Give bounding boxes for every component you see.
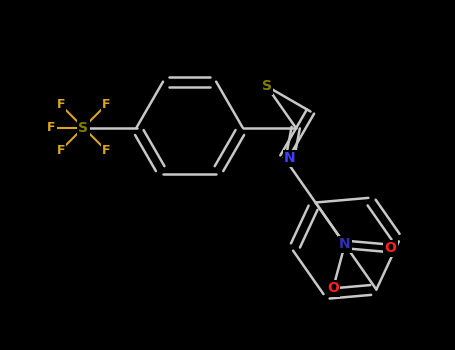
- Text: N: N: [339, 237, 351, 251]
- Text: F: F: [56, 98, 65, 111]
- Text: F: F: [102, 144, 111, 157]
- Text: O: O: [384, 241, 396, 255]
- Text: F: F: [56, 144, 65, 157]
- Text: O: O: [327, 281, 339, 295]
- Text: F: F: [47, 121, 56, 134]
- Text: S: S: [262, 79, 272, 93]
- Text: N: N: [284, 152, 296, 166]
- Text: F: F: [102, 98, 111, 111]
- Text: S: S: [78, 121, 88, 135]
